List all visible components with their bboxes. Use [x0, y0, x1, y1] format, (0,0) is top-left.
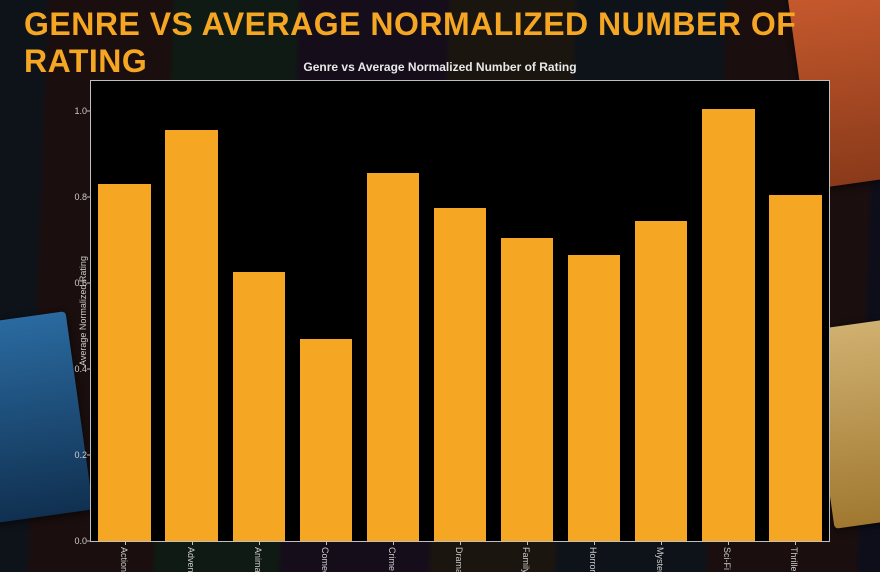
chart-bar: [434, 208, 486, 541]
chart-x-tick-mark: [326, 541, 327, 545]
chart-bars-layer: [91, 81, 829, 541]
chart-bar: [568, 255, 620, 541]
chart-y-tick-label: 0.4: [57, 364, 87, 374]
chart-x-tick-label: Animation: [253, 547, 263, 572]
chart-plot-area: Average Normalized Rating 0.00.20.40.60.…: [90, 80, 830, 542]
chart-x-tick-label: Horror: [588, 547, 598, 572]
chart-x-tick-mark: [393, 541, 394, 545]
chart-x-tick-mark: [728, 541, 729, 545]
chart-bar: [98, 184, 150, 541]
chart-x-tick-label: Drama: [454, 547, 464, 572]
chart-container: Genre vs Average Normalized Number of Ra…: [36, 52, 844, 572]
chart-x-tick-label: Family: [521, 547, 531, 572]
chart-x-tick-mark: [192, 541, 193, 545]
chart-y-tick-label: 0.8: [57, 192, 87, 202]
chart-x-tick-mark: [594, 541, 595, 545]
chart-bar: [300, 339, 352, 541]
chart-y-tick-mark: [87, 111, 91, 112]
chart-x-tick-label: Sci-Fi: [722, 547, 732, 570]
chart-bar: [233, 272, 285, 541]
chart-y-tick-mark: [87, 197, 91, 198]
chart-x-tick-label: Crime: [387, 547, 397, 571]
chart-x-tick-label: Action: [119, 547, 129, 572]
chart-bar: [702, 109, 754, 541]
chart-y-tick-mark: [87, 541, 91, 542]
chart-x-tick-mark: [795, 541, 796, 545]
chart-x-tick-label: Comedy: [320, 547, 330, 572]
chart-y-tick-mark: [87, 283, 91, 284]
chart-bar: [501, 238, 553, 541]
chart-bar: [769, 195, 821, 541]
chart-y-tick-label: 0.0: [57, 536, 87, 546]
chart-x-tick-mark: [125, 541, 126, 545]
chart-x-tick-label: Mystery: [655, 547, 665, 572]
chart-bar: [165, 130, 217, 541]
chart-y-tick-label: 0.6: [57, 278, 87, 288]
chart-y-tick-label: 1.0: [57, 106, 87, 116]
chart-y-axis-label: Average Normalized Rating: [78, 256, 88, 366]
chart-y-tick-mark: [87, 455, 91, 456]
chart-x-tick-label: Adventure: [186, 547, 196, 572]
chart-bar: [635, 221, 687, 541]
chart-x-tick-mark: [661, 541, 662, 545]
chart-title: Genre vs Average Normalized Number of Ra…: [36, 60, 844, 74]
chart-x-tick-mark: [259, 541, 260, 545]
chart-y-tick-mark: [87, 369, 91, 370]
chart-x-tick-label: Thriller: [789, 547, 799, 572]
chart-bar: [367, 173, 419, 541]
chart-x-tick-mark: [527, 541, 528, 545]
chart-y-tick-label: 0.2: [57, 450, 87, 460]
chart-x-tick-mark: [460, 541, 461, 545]
